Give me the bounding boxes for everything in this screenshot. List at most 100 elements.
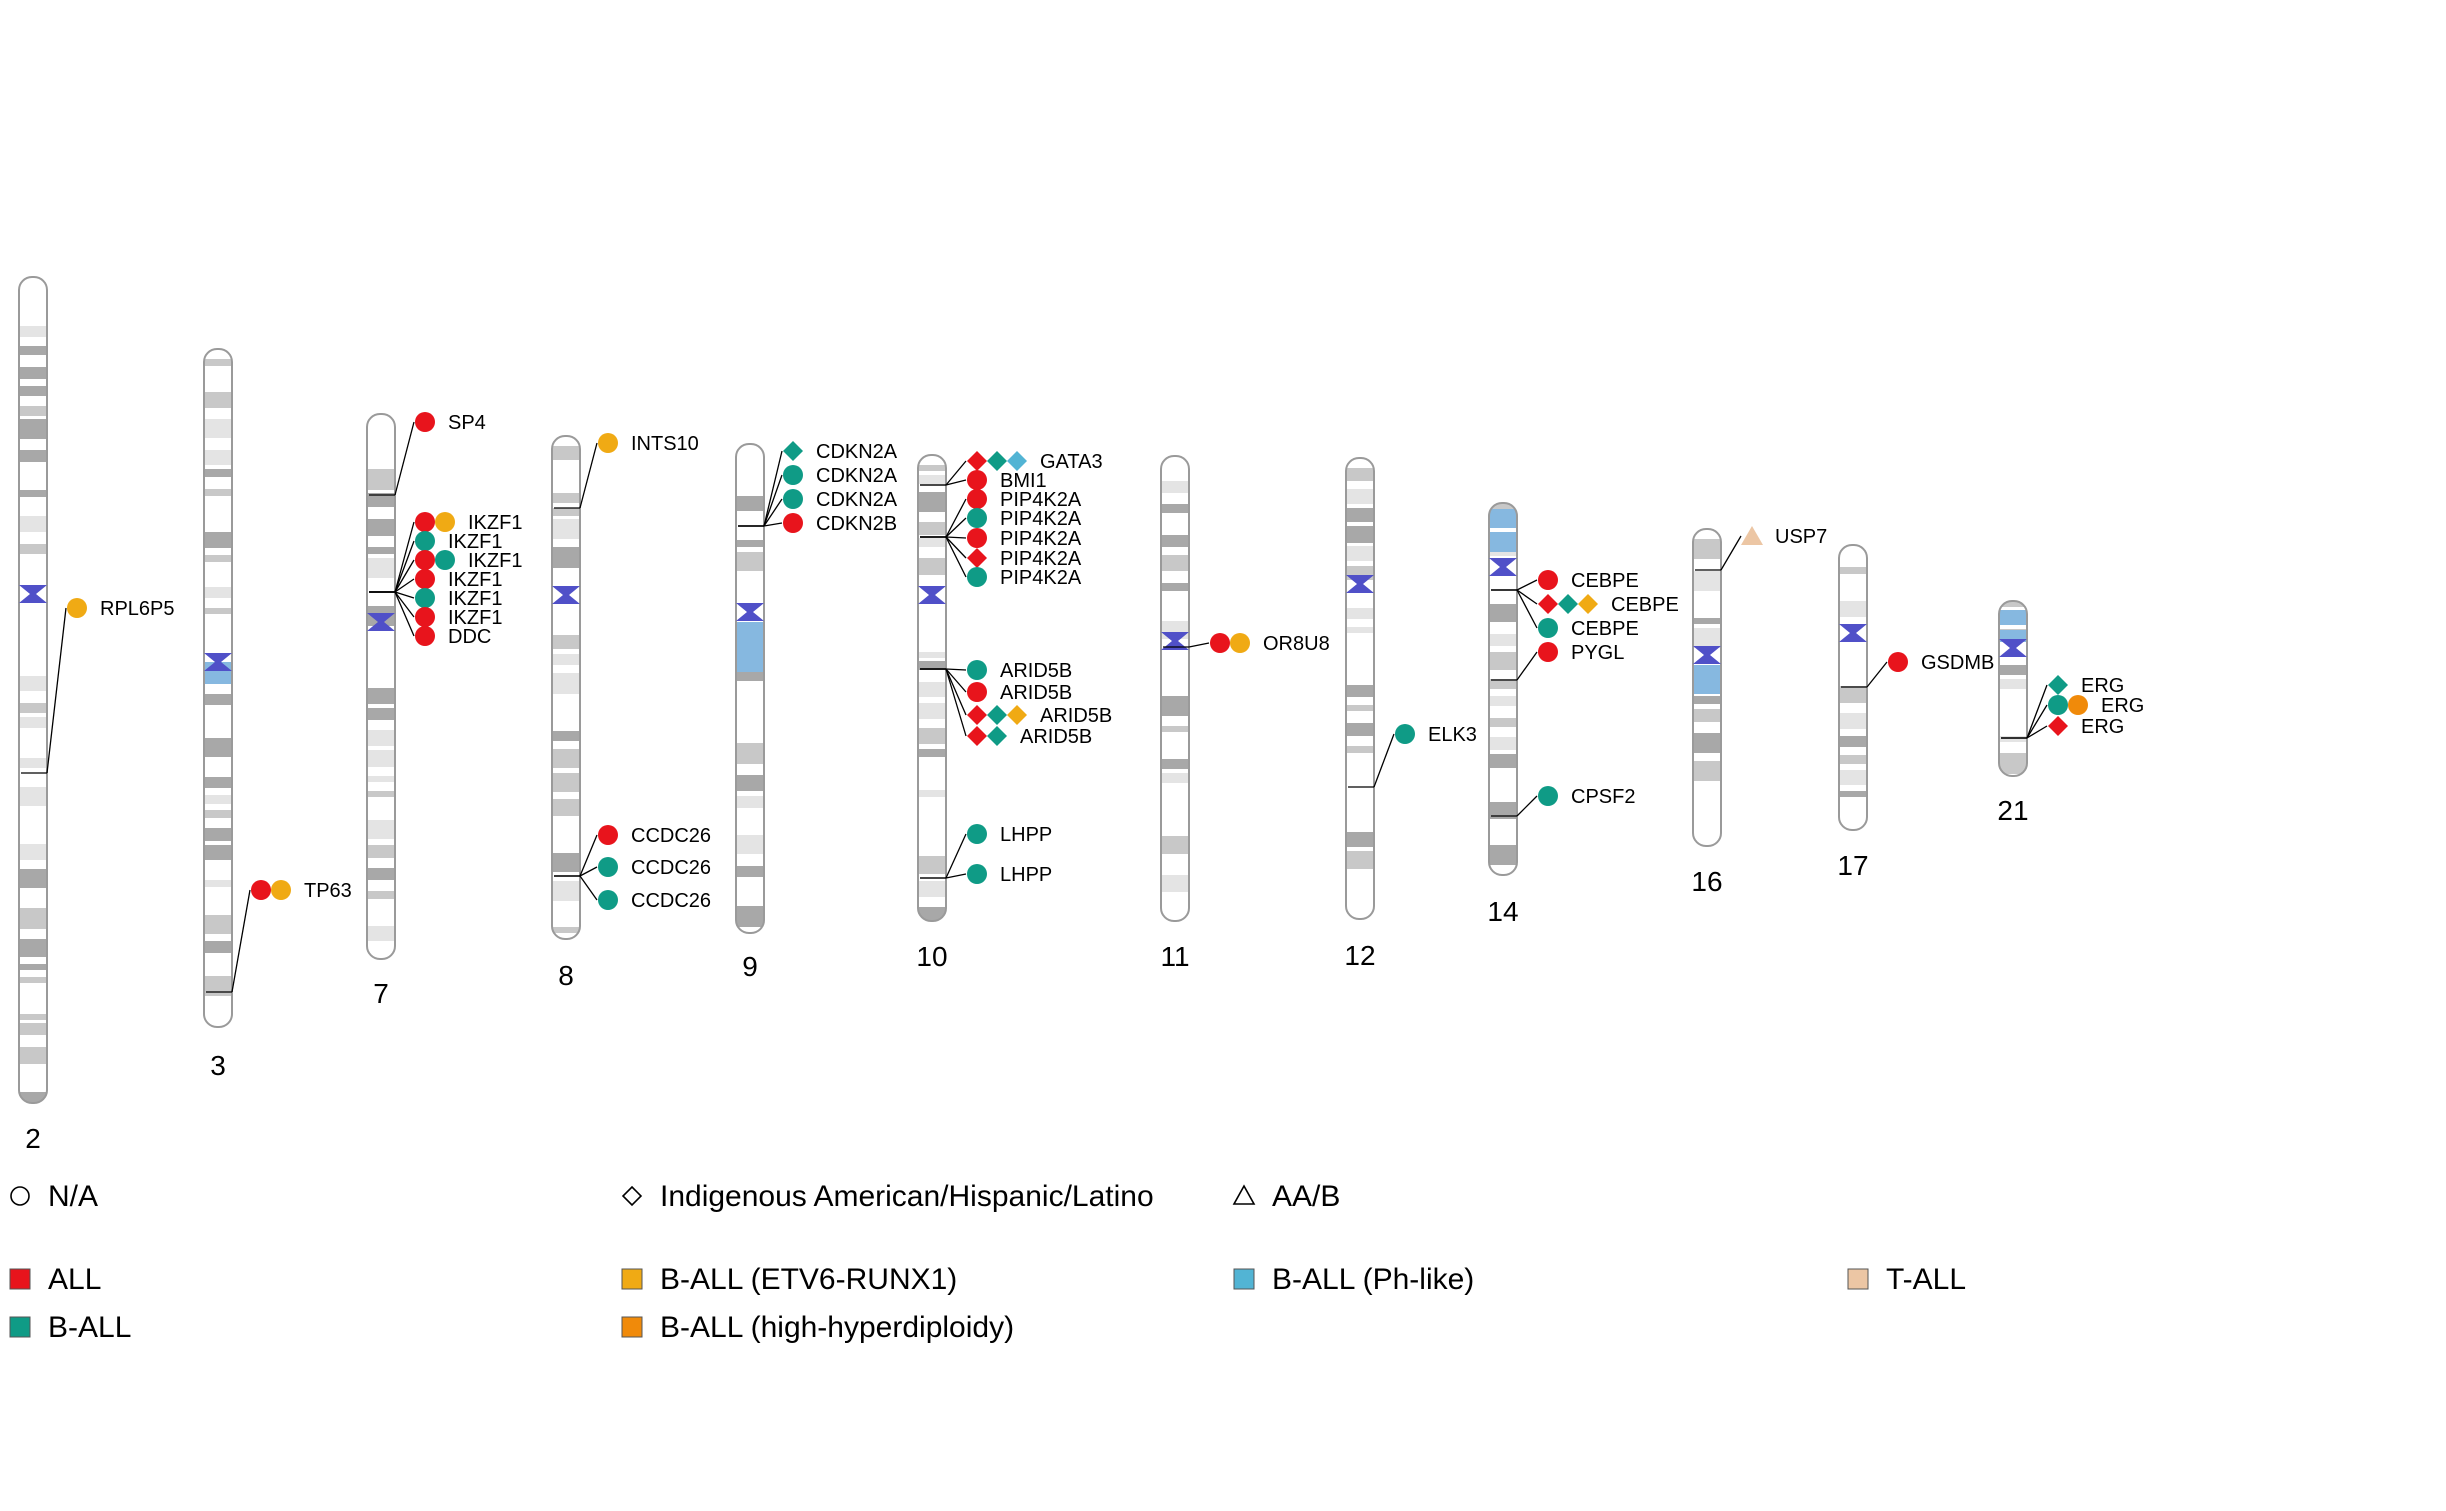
gene-label: PIP4K2A	[1000, 508, 1082, 530]
chromosome-2: 2	[18, 276, 48, 1154]
chromosome-band	[204, 469, 232, 477]
chromosome-band	[367, 776, 395, 782]
legend-subtype-all: ALL	[9, 1263, 101, 1296]
chromosome-band	[367, 868, 395, 880]
gene-markers: RPL6P5TP63SP4IKZF1IKZF1IKZF1IKZF1IKZF1IK…	[21, 412, 2144, 993]
circle-icon	[10, 1186, 30, 1206]
gene-marker-rpl6p5: RPL6P5	[21, 598, 175, 774]
chromosome-band	[367, 891, 395, 899]
centromere	[1999, 639, 2027, 657]
chromosome-band	[367, 791, 395, 797]
diamond-marker	[967, 726, 987, 746]
circle-marker	[967, 508, 987, 528]
gene-marker-arid5b: ARID5B	[920, 660, 1072, 682]
circle-marker	[967, 470, 987, 490]
chromosome-band	[204, 587, 232, 598]
chromosome-band	[1999, 679, 2027, 689]
chromosome-band	[1346, 746, 1374, 753]
gene-marker-erg: ERG	[2001, 716, 2124, 739]
chromosome-9: 9	[735, 443, 765, 982]
chromosome-band	[552, 635, 580, 649]
chromosome-band	[1999, 753, 2027, 774]
gene-label: CCDC26	[631, 890, 711, 912]
chromosome-band	[1346, 832, 1374, 847]
chromosome-label: 8	[558, 960, 574, 991]
chromosome-band	[1693, 761, 1721, 781]
chromosome-band	[204, 795, 232, 804]
chromosome-band	[1346, 851, 1374, 869]
circle-marker	[415, 550, 435, 570]
chromosome-band	[552, 654, 580, 665]
gene-marker-arid5b: ARID5B	[920, 668, 1112, 727]
gene-label: SP4	[448, 412, 486, 434]
circle-marker	[415, 626, 435, 646]
chromosome-outline	[1692, 528, 1722, 847]
chromosome-band	[204, 845, 232, 860]
chromosome-band	[204, 777, 232, 788]
legend-label: T-ALL	[1886, 1263, 1966, 1296]
gene-marker-pip4k2a: PIP4K2A	[920, 536, 1082, 589]
chromosome-8: 8	[551, 435, 581, 991]
diamond-marker	[1558, 594, 1578, 614]
chromosome-band	[1839, 770, 1867, 785]
gene-marker-cebpe: CEBPE	[1491, 570, 1639, 592]
chromosome-band	[736, 796, 764, 808]
diamond-marker	[987, 451, 1007, 471]
connector-line	[1516, 651, 1538, 681]
diamond-marker	[987, 705, 1007, 725]
gene-marker-cebpe: CEBPE	[1491, 589, 1639, 640]
chromosome-label: 12	[1344, 940, 1375, 971]
circle-marker	[415, 412, 435, 432]
chromosome-band	[19, 787, 47, 806]
centromere	[1346, 575, 1374, 593]
diamond-marker	[1578, 594, 1598, 614]
chromosome-band	[19, 939, 47, 957]
connector-line	[945, 668, 967, 737]
chromosome-outline	[1998, 600, 2028, 777]
swatch-icon	[9, 1268, 31, 1290]
chromosome-band	[1346, 627, 1374, 633]
circle-marker	[415, 531, 435, 551]
gene-label: TP63	[304, 880, 352, 902]
circle-marker	[251, 880, 271, 900]
connector-line	[945, 517, 967, 538]
gene-label: OR8U8	[1263, 633, 1330, 655]
chromosome-band	[1346, 526, 1374, 543]
connector-line	[46, 607, 67, 774]
chromosome-band	[918, 661, 946, 670]
chromosome-band	[552, 927, 580, 933]
chromosome-band	[19, 386, 47, 396]
connector-line	[945, 460, 967, 486]
connector-line	[763, 498, 783, 527]
chromosome-band	[918, 558, 946, 575]
chromosome-band-blue	[1693, 665, 1721, 694]
chromosome-band	[918, 790, 946, 797]
chromosome-band	[367, 730, 395, 746]
connector-line	[1866, 661, 1888, 688]
chromosome-band	[1346, 608, 1374, 619]
chromosome-band	[1161, 836, 1189, 854]
gene-label: CPSF2	[1571, 786, 1635, 808]
diamond-marker	[987, 726, 1007, 746]
circle-marker	[967, 824, 987, 844]
chromosome-band	[1693, 628, 1721, 648]
diamond-icon	[621, 1185, 643, 1207]
chromosome-band	[552, 673, 580, 694]
chromosome-outline	[1488, 502, 1518, 876]
chromosome-band	[19, 964, 47, 970]
circle-marker	[1210, 633, 1230, 653]
chromosome-band	[204, 738, 232, 757]
connector-line	[945, 479, 967, 486]
chromosome-band	[552, 853, 580, 872]
chromosome-band	[1346, 723, 1374, 736]
chromosome-band	[19, 1014, 47, 1020]
diamond-marker	[967, 548, 987, 568]
circle-marker	[67, 598, 87, 618]
chromosome-band	[1161, 481, 1189, 493]
chromosome-band	[552, 493, 580, 503]
chromosome-band	[19, 406, 47, 416]
chromosome-band	[918, 856, 946, 874]
chromosome-band	[204, 828, 232, 841]
diamond-marker	[967, 705, 987, 725]
connector-line	[579, 866, 598, 877]
